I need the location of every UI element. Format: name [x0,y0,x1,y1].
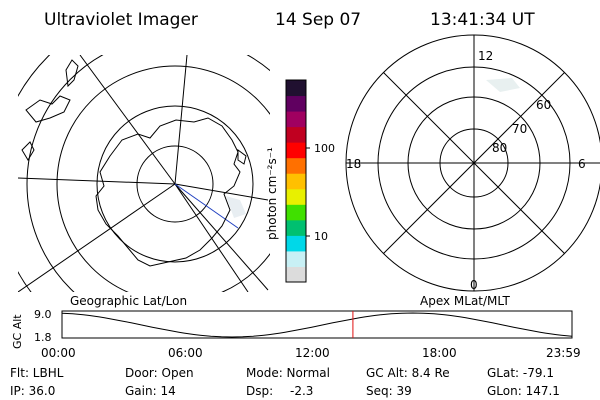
colorbar-band [286,250,306,267]
timeline-ymin: 1.8 [34,331,52,344]
colorbar-band [286,95,306,112]
geographic-map [18,55,270,292]
colorbar-band [286,173,306,190]
door-label: Door: Open [125,366,194,380]
landmass-outline [25,95,71,123]
landmass-outline [21,141,35,161]
ip-label: IP: 36.0 [10,384,55,398]
lat-circle [96,105,254,263]
mlt-label-12: 12 [478,49,493,63]
gain-label: Gain: 14 [125,384,176,398]
colorbar-tick-label: 10 [314,230,328,243]
lat-circle [26,55,270,292]
sun-direction-line [174,183,239,229]
timeline-ymax: 9.0 [34,308,52,321]
antarctica-coastline [95,117,241,267]
mlat-label-70: 70 [512,122,527,136]
dsp-label: Dsp: [246,384,273,398]
colorbar-band [286,157,306,174]
left-panel-caption: Geographic Lat/Lon [70,294,187,308]
mlt-label-6: 6 [578,157,586,171]
colorbar-band [286,80,306,97]
header-date: 14 Sep 07 [275,10,361,30]
meridian-line [18,183,176,292]
altitude-curve [61,312,573,338]
gc-alt-label: GC Alt: 8.4 Re [366,366,450,380]
meridian-line [174,55,188,185]
timeline-xtick: 06:00 [168,346,203,360]
colorbar-tick-label: 100 [314,142,335,155]
right-panel-caption: Apex MLat/MLT [420,294,510,308]
timeline-xtick: 18:00 [422,346,457,360]
landmass-outline [65,59,79,88]
seq-label: Seq: 39 [366,384,412,398]
mlt-meridian [382,71,566,255]
meridian-line [79,55,176,185]
timeline-xtick: 23:59 [546,346,581,360]
colorbar-band [286,219,306,236]
colorbar-band [286,188,306,205]
gc-altitude-timeline [61,310,573,339]
timeline-xtick: 12:00 [295,346,330,360]
lat-circle [56,65,270,292]
mlt-label-18: 18 [346,157,361,171]
colorbar-band [286,126,306,143]
colorbar-band [286,111,306,128]
colorbar-band [286,204,306,221]
emission-region [486,78,520,92]
mlt-label-0: 0 [470,278,478,292]
colorbar-band [286,142,306,159]
island-outline [237,149,247,165]
mlat-label-60: 60 [536,98,551,112]
lat-circle [136,145,214,223]
colorbar-frame [285,79,307,283]
colorbar-units-label: photon cm⁻²s⁻¹ [265,147,279,240]
header-title: Ultraviolet Imager [44,10,198,30]
dsp-value: -2.3 [290,384,313,398]
colorbar-band [286,235,306,252]
glat-label: GLat: -79.1 [487,366,554,380]
meridian-line [18,177,176,185]
mlat-mlt-map [345,34,600,292]
color-scale-bar [285,79,307,283]
timeline-frame [61,310,573,339]
timeline-xtick: 00:00 [41,346,76,360]
flt-label: Flt: LBHL [10,366,64,380]
colorbar-band [286,266,306,283]
glon-label: GLon: 147.1 [487,384,560,398]
mode-label: Mode: Normal [246,366,330,380]
mlat-label-80: 80 [492,141,507,155]
emission-region [226,196,246,218]
meridian-line [174,183,269,201]
header-time: 13:41:34 UT [430,10,535,30]
meridian-line [174,183,269,291]
timeline-ylabel: GC Alt [11,314,24,349]
